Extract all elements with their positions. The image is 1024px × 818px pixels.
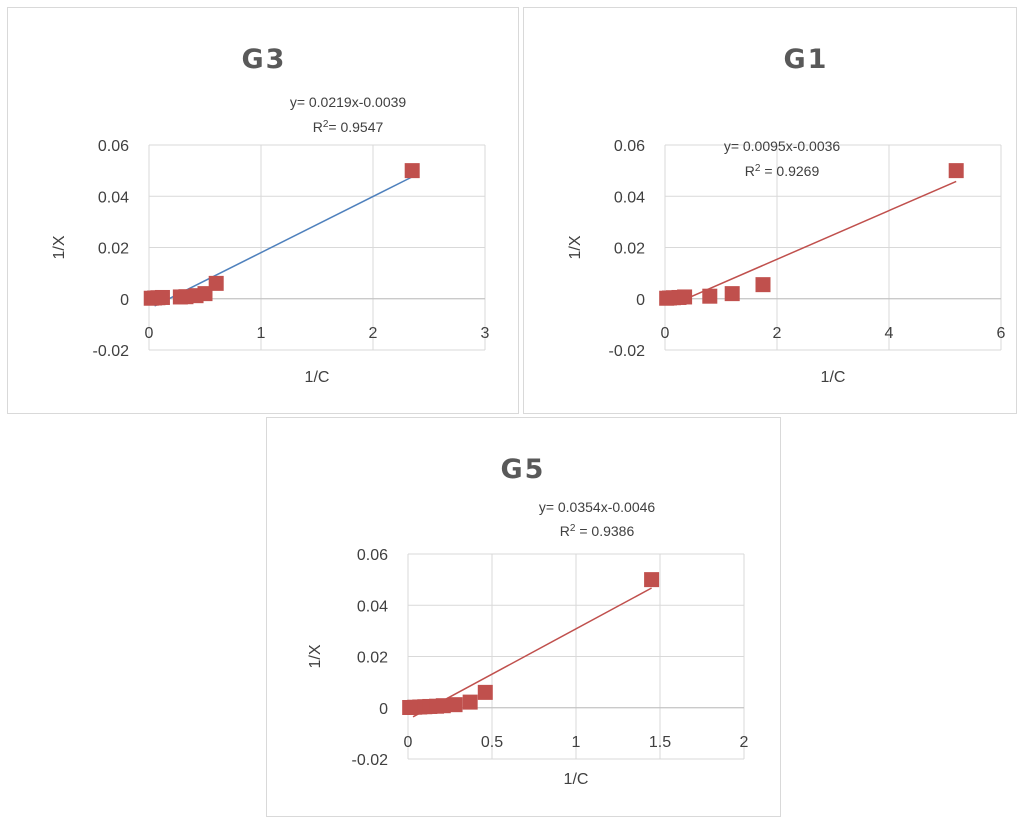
r-squared-label: R2 = 0.9386 — [560, 523, 635, 540]
y-tick-label: -0.02 — [93, 343, 130, 360]
x-tick-label: 1.5 — [649, 734, 671, 751]
data-point — [644, 572, 660, 588]
chart-panel-g5: 0.06 0.04 0.02 0 -0.02 0 0.5 1 1.5 2 G5 1/C 1/X y= 0.… — [266, 417, 781, 817]
trendline — [154, 176, 413, 307]
x-tick-label: 1 — [257, 325, 266, 342]
r-squared-label: R2= 0.9547 — [313, 119, 384, 136]
data-point — [724, 286, 740, 302]
y-tick-label: 0 — [120, 292, 129, 309]
trendline-equation: y= 0.0354x-0.0046 — [539, 499, 656, 515]
data-point — [755, 277, 771, 293]
x-tick-label: 4 — [885, 325, 894, 342]
y-tick-label: 0.02 — [98, 241, 129, 258]
chart-title: G1 — [784, 44, 829, 75]
data-point — [462, 694, 478, 710]
trendline-equation: y= 0.0095x-0.0036 — [724, 138, 841, 154]
x-axis-label: 1/C — [564, 771, 589, 788]
chart-g3: 0.06 0.04 0.02 0 -0.02 0 1 2 3 G3 1/C 1/X y= 0.0219x… — [51, 44, 490, 386]
data-point — [677, 289, 693, 305]
data-point — [702, 288, 718, 304]
y-tick-label: 0.02 — [357, 650, 388, 667]
y-tick-label: 0 — [636, 292, 645, 309]
data-point — [404, 163, 420, 179]
y-tick-label: 0.02 — [614, 241, 645, 258]
chart-panel-g3: 0.06 0.04 0.02 0 -0.02 0 1 2 3 G3 1/C 1/X y= 0.0219x… — [7, 7, 519, 414]
x-tick-label: 2 — [740, 734, 749, 751]
y-tick-label: -0.02 — [352, 752, 389, 769]
x-tick-label: 2 — [773, 325, 782, 342]
trendline — [678, 180, 957, 303]
r-squared-label: R2 = 0.9269 — [745, 163, 820, 180]
y-tick-label: 0.04 — [98, 189, 129, 206]
y-tick-label: 0.06 — [614, 138, 645, 155]
y-axis-label: 1/X — [567, 235, 584, 259]
y-tick-label: -0.02 — [609, 343, 646, 360]
x-axis-label: 1/C — [305, 369, 330, 386]
data-point — [208, 275, 224, 291]
chart-g1: 0.06 0.04 0.02 0 -0.02 0 2 4 6 G1 1/C 1/X y= 0.0095x… — [567, 44, 1006, 386]
data-point — [154, 289, 170, 305]
chart-panel-g1: 0.06 0.04 0.02 0 -0.02 0 2 4 6 G1 1/C 1/X y= 0.0095x… — [523, 7, 1017, 414]
y-tick-label: 0 — [379, 701, 388, 718]
trendline-equation: y= 0.0219x-0.0039 — [290, 94, 407, 110]
data-point — [435, 698, 451, 714]
chart-title: G3 — [242, 44, 287, 75]
trendline — [412, 587, 652, 718]
chart-g5: 0.06 0.04 0.02 0 -0.02 0 0.5 1 1.5 2 G5 1/C 1/X y= 0.… — [307, 454, 749, 788]
y-tick-label: 0.04 — [614, 189, 645, 206]
x-tick-label: 0.5 — [481, 734, 503, 751]
y-tick-label: 0.06 — [357, 547, 388, 564]
x-tick-label: 2 — [369, 325, 378, 342]
data-point — [948, 163, 964, 179]
x-tick-label: 1 — [572, 734, 581, 751]
x-axis-label: 1/C — [821, 369, 846, 386]
y-tick-label: 0.04 — [357, 598, 388, 615]
x-tick-label: 0 — [145, 325, 154, 342]
data-point — [447, 697, 463, 713]
x-tick-label: 6 — [997, 325, 1006, 342]
x-tick-label: 0 — [404, 734, 413, 751]
x-tick-label: 0 — [661, 325, 670, 342]
y-axis-label: 1/X — [51, 235, 68, 259]
y-tick-label: 0.06 — [98, 138, 129, 155]
y-axis-label: 1/X — [307, 644, 324, 668]
data-point — [477, 684, 493, 700]
chart-title: G5 — [501, 454, 546, 485]
x-tick-label: 3 — [481, 325, 490, 342]
